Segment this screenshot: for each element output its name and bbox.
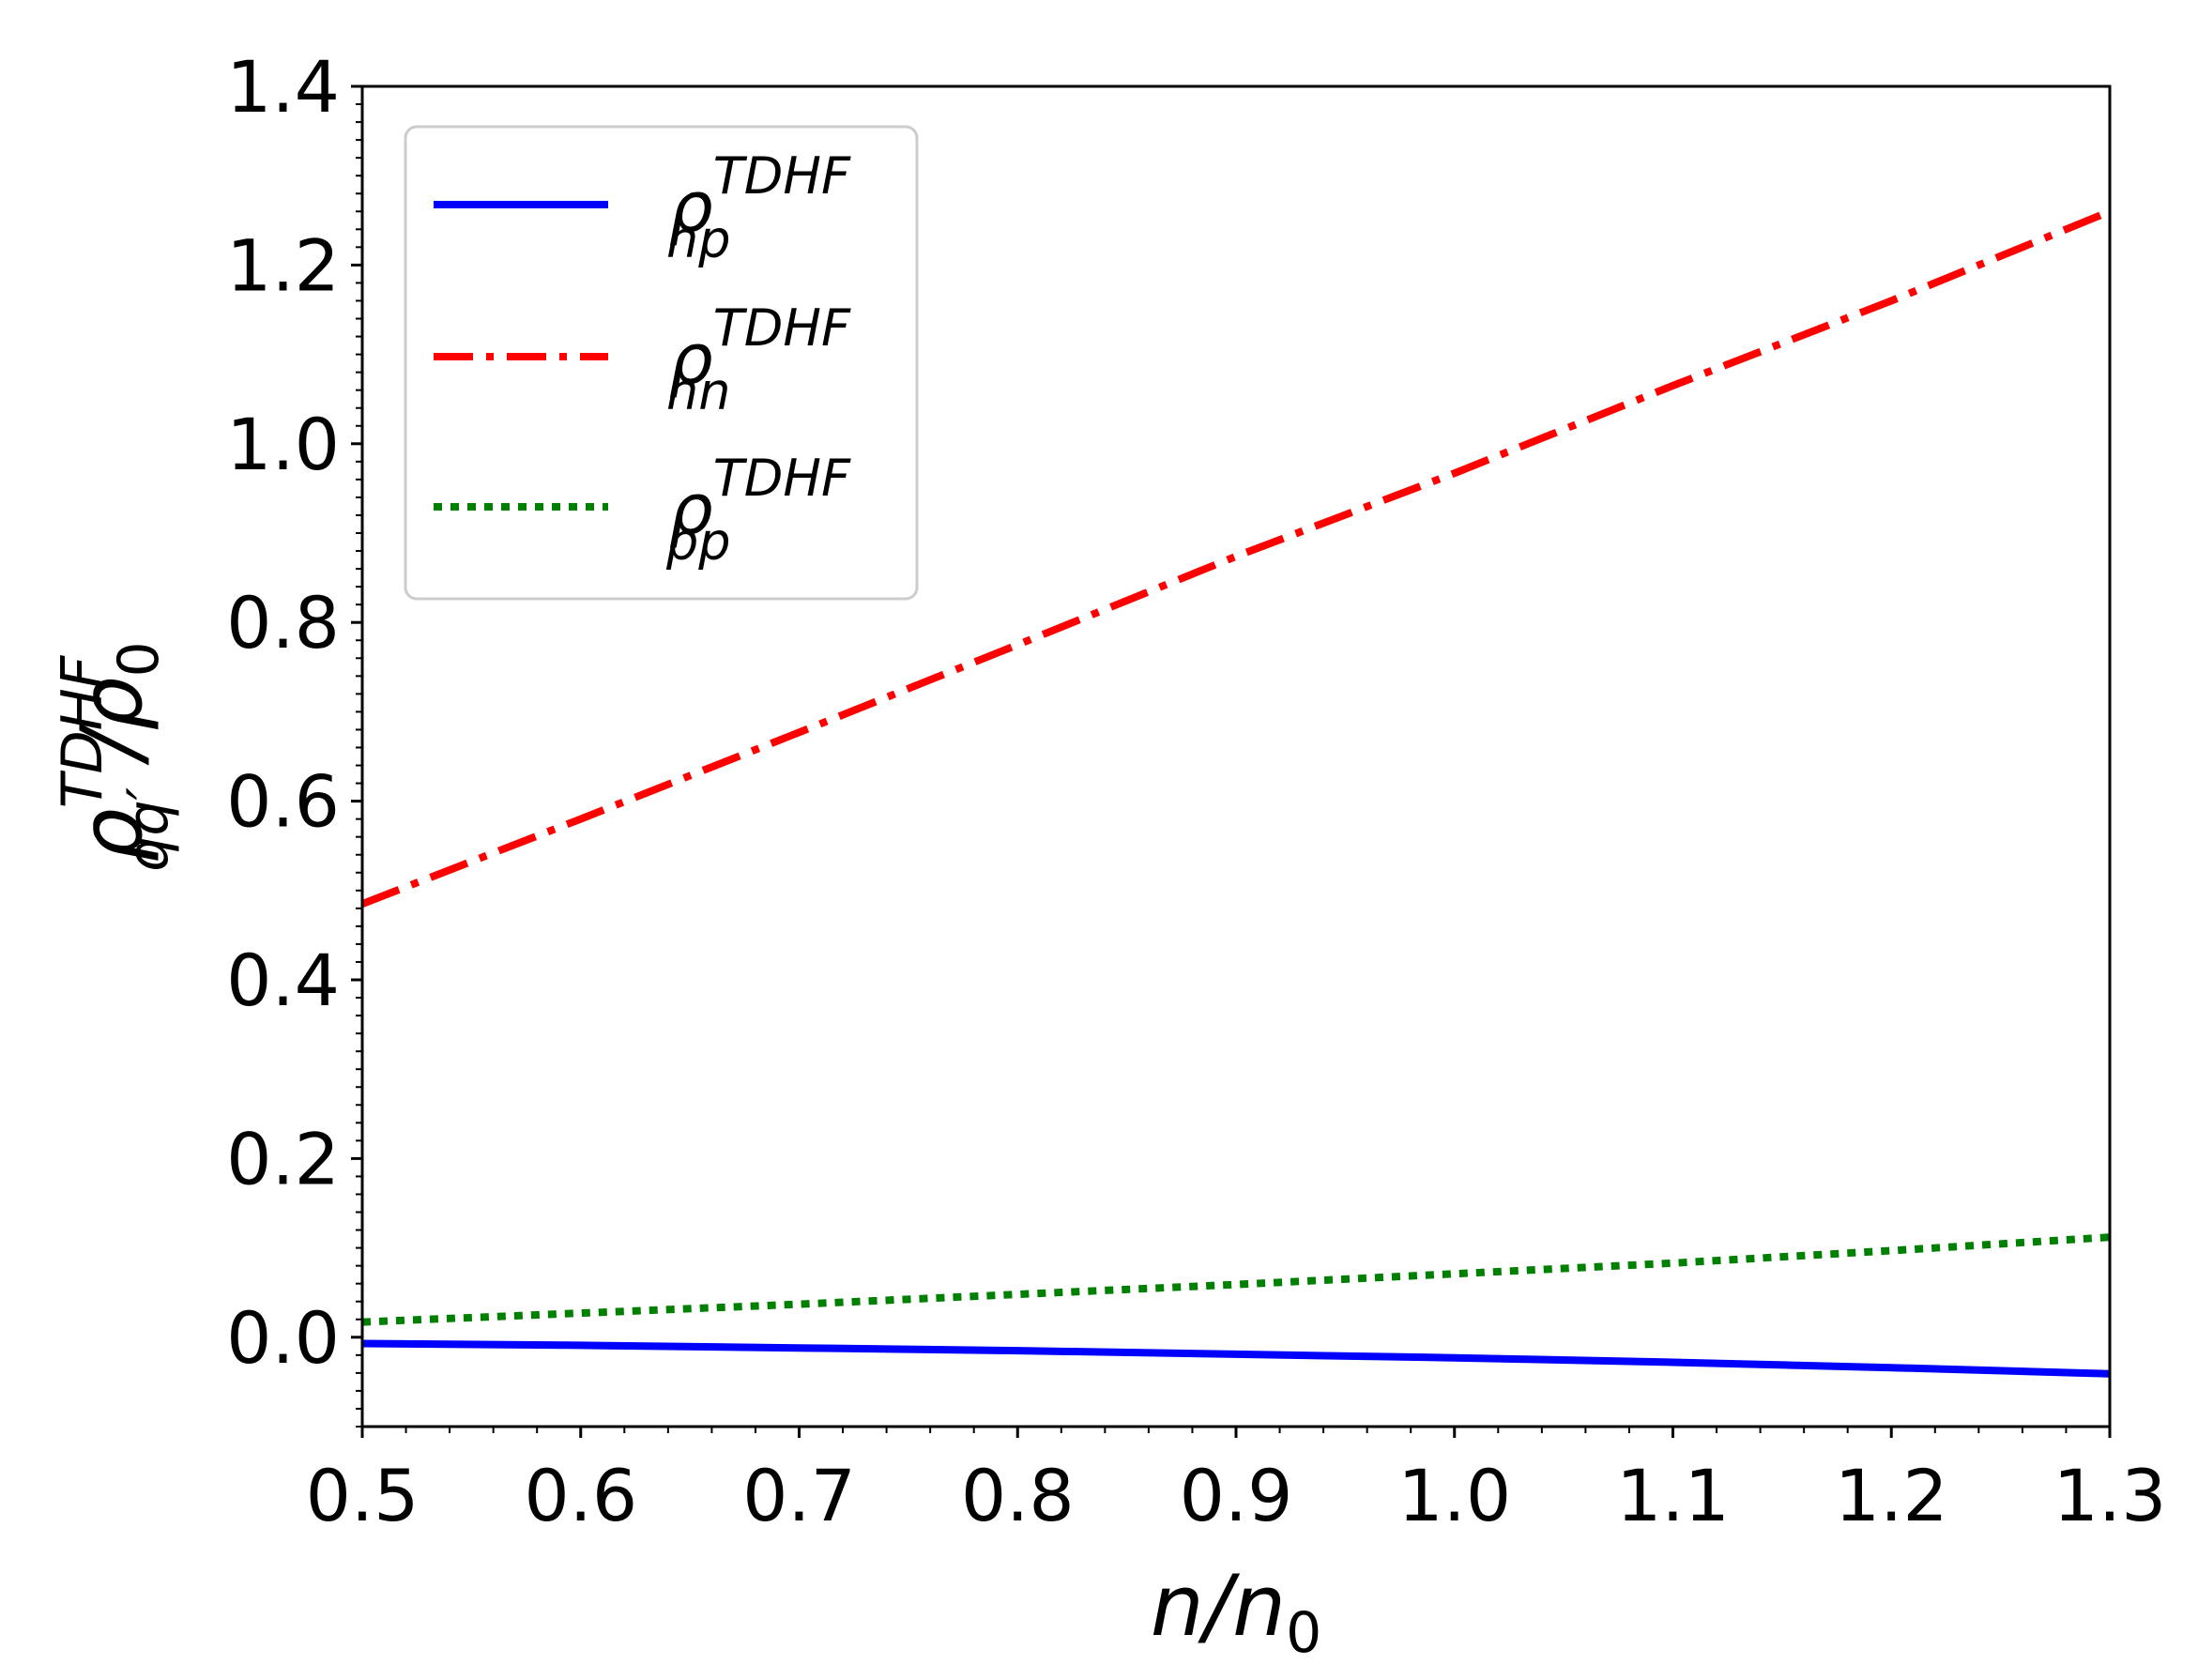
x-tick-label-2: 0.7: [742, 1454, 856, 1537]
y-tick-label-1: 0.2: [226, 1117, 340, 1200]
legend-box: [404, 125, 919, 601]
series-line-3: [361, 1233, 2111, 1326]
series-layer: [360, 207, 2112, 1378]
x-tick-label-5: 1.0: [1397, 1454, 1511, 1537]
legend-label-sub: nn: [666, 362, 730, 421]
legend-label-sup: TDHF: [713, 146, 851, 206]
x-tick-label-8: 1.3: [2053, 1454, 2167, 1537]
legend-label-sub: np: [666, 210, 731, 269]
ticks-layer: 0.5 0.6 0.7 0.8 0.9 1.0 1.1 1.2 1.3 0.0 0.2 0.4 0.6 0…: [226, 45, 2166, 1537]
x-axis-label: n/n0: [1151, 1557, 1322, 1666]
x-tick-label-4: 0.9: [1180, 1454, 1293, 1537]
x-tick-label-7: 1.2: [1835, 1454, 1948, 1537]
legend-label-sup: TDHF: [713, 449, 851, 508]
y-axis-label-sup: TDHF: [50, 654, 115, 808]
y-tick-label-3: 0.6: [226, 760, 340, 844]
legend-label-main: ρ: [669, 319, 713, 400]
series-line-1: [361, 1339, 2111, 1378]
x-tick-label-0: 0.5: [306, 1454, 420, 1537]
y-axis-label: ρTDHFqq′ /ρ0: [50, 641, 181, 871]
legend-label-main: ρ: [669, 469, 713, 550]
legend-label-3: ρTDHF pp: [665, 449, 851, 572]
legend-label-sub: pp: [665, 512, 731, 572]
y-axis-label-tail: /ρ: [63, 677, 161, 765]
y-tick-label-2: 0.4: [226, 939, 340, 1022]
y-axis-label-main: ρ: [63, 808, 161, 862]
x-axis-label-main: n/n: [1151, 1557, 1286, 1656]
x-tick-label-6: 1.1: [1616, 1454, 1730, 1537]
series-line-2: [360, 207, 2112, 908]
x-tick-label-1: 0.6: [524, 1454, 637, 1537]
legend-label-sup: TDHF: [713, 298, 851, 358]
y-tick-label-6: 1.2: [226, 223, 340, 307]
legend-label-2: ρTDHF nn: [666, 298, 851, 421]
y-tick-label-0: 0.0: [226, 1296, 340, 1380]
y-tick-label-4: 0.8: [226, 581, 340, 664]
y-axis-label-sub: qq′: [115, 787, 181, 872]
y-tick-label-7: 1.4: [226, 45, 340, 129]
y-tick-label-5: 1.0: [226, 403, 340, 486]
x-tick-label-3: 0.8: [961, 1454, 1075, 1537]
y-axis-label-tail-sub: 0: [106, 641, 172, 677]
x-axis-label-sub: 0: [1286, 1600, 1321, 1666]
legend-label-1: ρTDHF np: [666, 146, 851, 269]
legend-label-main: ρ: [669, 167, 713, 248]
